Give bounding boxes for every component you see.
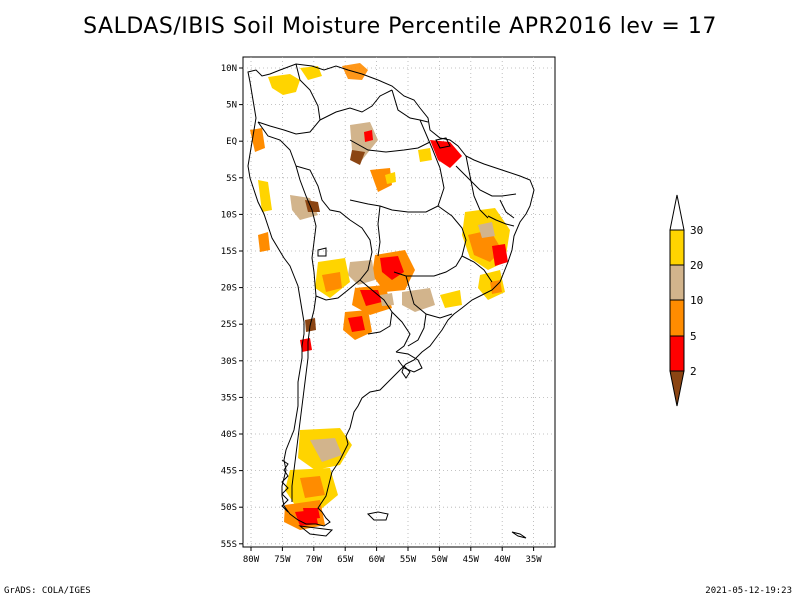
- shade-chile-north: [258, 232, 270, 252]
- falklands: [366, 511, 389, 521]
- shade-pantanal: [348, 260, 375, 285]
- border-guianas: [391, 89, 429, 123]
- lat-tick-label: 20S: [221, 284, 237, 294]
- legend-label-2: 2: [690, 365, 697, 378]
- longitude-axis: 80W 75W 70W 65W 60W 55W 50W 45W 40W 35W: [243, 547, 542, 565]
- border-brazil-states-1: [349, 119, 445, 213]
- lat-tick-label: 45S: [221, 467, 237, 477]
- legend-label-30: 30: [690, 224, 703, 237]
- shade-amazon-mid2: [385, 172, 396, 184]
- shade-paraguay-tan: [380, 293, 394, 306]
- shade-amazon-red: [364, 130, 373, 142]
- lon-tick-label: 80W: [243, 555, 260, 565]
- legend-colorbar: 30 20 10 5 2: [669, 194, 703, 407]
- shade-argentina-ne-red: [348, 316, 365, 332]
- shade-patagonia-tan: [310, 438, 342, 462]
- border-brazil-states-4: [461, 255, 493, 283]
- shade-amazon-mid: [370, 168, 392, 192]
- lat-tick-label: 10S: [221, 210, 237, 220]
- lon-tick-label: 40W: [494, 555, 511, 565]
- lat-tick-label: EQ: [226, 137, 237, 147]
- border-brazil-states-10: [487, 215, 515, 227]
- shade-amazon-brown: [350, 150, 365, 165]
- border-colombia: [257, 63, 321, 135]
- shade-sp: [402, 288, 435, 312]
- shade-amapa: [430, 140, 462, 168]
- lat-tick-label: 25S: [221, 320, 237, 330]
- lagoa-patos: [401, 365, 411, 379]
- lat-tick-label: 15S: [221, 247, 237, 257]
- legend-box-5-10: [669, 299, 685, 337]
- legend-box-2-5: [669, 335, 685, 372]
- lake-titicaca: [317, 247, 327, 257]
- border-ecuador-peru: [257, 121, 297, 167]
- shade-venezuela-tan: [300, 66, 322, 80]
- border-brazil-states-7: [377, 205, 381, 257]
- shade-bahia-red: [492, 244, 508, 266]
- shade-bolivia-orange: [322, 272, 342, 292]
- legend-arrow-top: [669, 194, 685, 231]
- legend-label-5: 5: [690, 330, 697, 343]
- lat-tick-label: 5S: [226, 174, 237, 184]
- lon-tick-label: 70W: [306, 555, 323, 565]
- chile-archipelago: [281, 459, 289, 513]
- tierra-del-fuego: [298, 525, 334, 537]
- border-brazil-states-8: [465, 155, 489, 219]
- map-frame: [242, 56, 556, 548]
- island-south: [511, 531, 527, 539]
- border-brazil-states-2: [393, 205, 467, 277]
- shade-tierra-red: [303, 508, 320, 520]
- border-brazil-states-9: [499, 199, 515, 219]
- border-bolivia: [315, 219, 373, 301]
- shade-colombia-north: [268, 74, 300, 95]
- lat-tick-label: 30S: [221, 357, 237, 367]
- border-argentina-brazil: [391, 311, 411, 353]
- border-peru-bolivia-chile: [295, 165, 317, 297]
- lon-tick-label: 50W: [431, 555, 448, 565]
- marajo: [435, 137, 451, 149]
- border-brazil-states-6: [407, 313, 427, 347]
- lon-tick-label: 45W: [463, 555, 480, 565]
- legend-label-10: 10: [690, 294, 703, 307]
- shade-sp-yellow: [440, 290, 462, 308]
- lat-tick-label: 50S: [221, 503, 237, 513]
- border-venezuela: [319, 89, 393, 121]
- legend-box-20-30: [669, 229, 685, 266]
- border-brazil-states-5: [405, 275, 453, 319]
- south-america-coastline: [247, 63, 535, 527]
- lon-tick-label: 75W: [274, 555, 291, 565]
- lat-tick-label: 35S: [221, 393, 237, 403]
- coastline: [247, 63, 535, 539]
- lon-tick-label: 55W: [400, 555, 417, 565]
- lon-tick-label: 35W: [525, 555, 542, 565]
- legend-label-20: 20: [690, 259, 703, 272]
- shade-patagonia-orange: [300, 476, 325, 498]
- border-brazil-states-3: [455, 165, 517, 197]
- border-chile-argentina: [291, 295, 317, 502]
- border-amazon-river: [349, 139, 431, 153]
- footer-credit: GrADS: COLA/IGES: [4, 586, 91, 596]
- legend-box-10-20: [669, 264, 685, 301]
- map-title: SALDAS/IBIS Soil Moisture Percentile APR…: [83, 14, 717, 39]
- lat-tick-label: 55S: [221, 540, 237, 550]
- lat-tick-label: 5N: [226, 101, 237, 111]
- lon-tick-label: 60W: [368, 555, 385, 565]
- footer-timestamp: 2021-05-12-19:23: [705, 586, 792, 596]
- border-uruguay: [395, 351, 423, 373]
- lat-tick-label: 10N: [221, 64, 237, 74]
- shade-bahia-tan: [478, 222, 495, 238]
- latitude-axis: 10N 5N EQ 5S 10S 15S 20S 25S 30S 35S 40S 45S 50S 55S: [221, 64, 243, 550]
- shade-mato-red: [380, 256, 404, 280]
- border-peru-brazil: [295, 165, 351, 221]
- shade-amapa-yellow: [418, 148, 432, 162]
- lat-tick-label: 40S: [221, 430, 237, 440]
- shade-peru-north: [258, 180, 272, 212]
- lon-tick-label: 65W: [337, 555, 354, 565]
- legend-arrow-bottom: [669, 370, 685, 407]
